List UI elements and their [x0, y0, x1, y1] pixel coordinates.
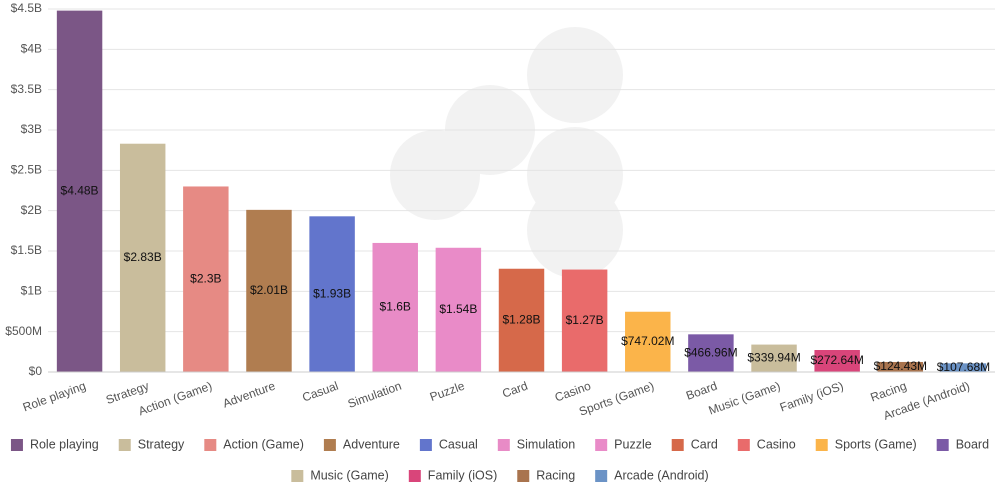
- legend-item: Adventure: [323, 437, 400, 451]
- value-label: $1.28B: [502, 313, 540, 327]
- legend-swatch: [671, 439, 684, 451]
- bar: [56, 10, 103, 372]
- legend-swatch: [737, 439, 750, 451]
- x-tick-label: Music (Game): [707, 379, 783, 418]
- y-tick-label: $0: [29, 364, 43, 378]
- value-label: $1.54B: [439, 302, 477, 316]
- legend-item: Family (iOS): [408, 468, 497, 482]
- x-tick-label: Role playing: [21, 379, 88, 415]
- value-label: $1.93B: [313, 286, 351, 300]
- value-label: $1.6B: [380, 300, 411, 314]
- bar: [877, 361, 924, 372]
- y-tick-label: $1B: [21, 284, 42, 298]
- legend-item: Racing: [517, 468, 575, 482]
- bar: [751, 344, 797, 372]
- legend-item: Board: [936, 437, 989, 451]
- bar: [625, 311, 671, 372]
- value-label: $339.94M: [747, 350, 800, 364]
- bar: [372, 242, 418, 372]
- legend-swatch: [595, 439, 608, 451]
- legend-label: Family (iOS): [428, 468, 497, 482]
- y-tick-label: $3B: [21, 122, 42, 136]
- bar: [498, 268, 545, 372]
- legend-swatch: [936, 439, 949, 451]
- bar: [814, 350, 860, 372]
- value-label: $124.43M: [874, 359, 927, 373]
- x-tick-label: Racing: [869, 379, 909, 405]
- legend-item: Sports (Game): [815, 437, 917, 451]
- y-tick-label: $2.5B: [11, 163, 42, 177]
- x-tick-label: Card: [500, 379, 529, 401]
- legend-swatch: [497, 439, 510, 451]
- legend-swatch: [10, 439, 23, 451]
- bar: [246, 209, 292, 372]
- y-tick-label: $3.5B: [11, 82, 42, 96]
- bar: [309, 216, 355, 372]
- bar: [688, 334, 734, 372]
- legend-label: Racing: [536, 468, 575, 482]
- value-label: $4.48B: [61, 183, 99, 197]
- legend-swatch: [323, 439, 336, 451]
- legend-item: Music (Game): [291, 468, 389, 482]
- legend-label: Board: [956, 437, 989, 451]
- legend-swatch: [204, 439, 217, 451]
- y-tick-label: $4.5B: [11, 1, 42, 15]
- x-tick-label: Board: [684, 379, 719, 403]
- legend-swatch: [595, 470, 608, 482]
- legend-label: Casual: [439, 437, 478, 451]
- value-label: $107.68M: [937, 360, 990, 374]
- watermark: [390, 27, 623, 278]
- bar: [119, 143, 166, 372]
- legend-item: Puzzle: [595, 437, 652, 451]
- value-label: $1.27B: [566, 313, 604, 327]
- legend-swatch: [408, 470, 421, 482]
- value-label: $2.01B: [250, 283, 288, 297]
- y-tick-label: $2B: [21, 203, 42, 217]
- legend-item: Action (Game): [204, 437, 304, 451]
- legend-swatch: [118, 439, 131, 451]
- legend-item: Card: [671, 437, 718, 451]
- legend-label: Arcade (Android): [614, 468, 709, 482]
- value-label: $2.3B: [190, 271, 221, 285]
- legend-label: Strategy: [138, 437, 185, 451]
- x-tick-label: Simulation: [346, 379, 403, 411]
- legend-item: Simulation: [497, 437, 575, 451]
- legend-label: Simulation: [517, 437, 575, 451]
- legend-swatch: [419, 439, 432, 451]
- x-tick-label: Adventure: [221, 379, 277, 411]
- legend-swatch: [291, 470, 304, 482]
- legend-label: Adventure: [343, 437, 400, 451]
- legend-label: Sports (Game): [835, 437, 917, 451]
- bar: [940, 363, 987, 372]
- legend-item: Casino: [737, 437, 796, 451]
- legend-item: Casual: [419, 437, 478, 451]
- legend-item: Arcade (Android): [595, 468, 709, 482]
- x-tick-label: Puzzle: [428, 379, 467, 405]
- legend-label: Music (Game): [310, 468, 388, 482]
- value-label: $2.83B: [124, 250, 162, 264]
- value-label: $466.96M: [684, 345, 737, 359]
- x-tick-label: Casual: [300, 379, 340, 405]
- legend-swatch: [517, 470, 530, 482]
- value-label: $747.02M: [621, 334, 674, 348]
- legend-label: Casino: [757, 437, 796, 451]
- legend-item: Strategy: [118, 437, 185, 451]
- x-tick-label: Family (iOS): [778, 379, 845, 415]
- bar: [183, 186, 229, 372]
- x-tick-label: Casino: [553, 379, 593, 405]
- y-tick-label: $500M: [5, 324, 42, 338]
- legend-item: Role playing: [10, 437, 99, 451]
- legend-label: Puzzle: [614, 437, 652, 451]
- bar: [435, 247, 482, 372]
- y-tick-label: $4B: [21, 42, 42, 56]
- legend-label: Action (Game): [223, 437, 304, 451]
- bar: [561, 269, 608, 372]
- legend-label: Role playing: [30, 437, 99, 451]
- legend-label: Card: [691, 437, 718, 451]
- y-tick-label: $1.5B: [11, 243, 42, 257]
- legend-swatch: [815, 439, 828, 451]
- value-label: $272.64M: [810, 353, 863, 367]
